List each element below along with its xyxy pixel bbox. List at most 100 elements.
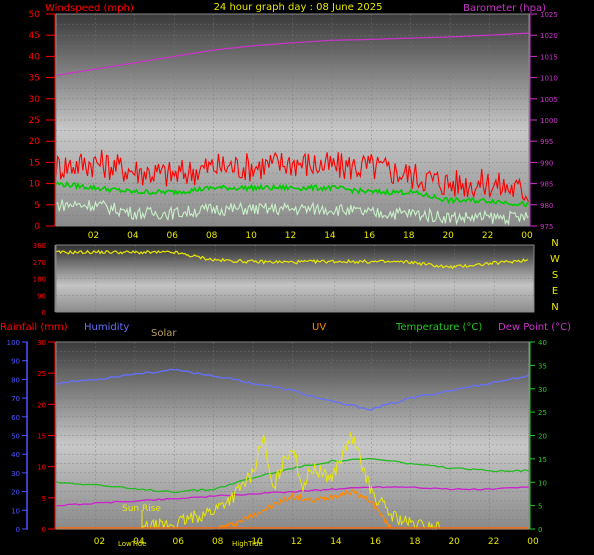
y-left-tick-label: 5 [34,201,40,211]
direction-tick-label: 360 [33,242,46,250]
humidity-tick-label: 50 [11,433,20,441]
series-temperature [55,458,530,494]
rain-tick-label: 30 [37,339,46,347]
y-left-tick-label: 25 [29,116,40,126]
y-right-tick-label: 990 [540,159,553,167]
x-tick-label: 04 [127,231,139,241]
series-barometer [55,32,530,77]
high-tide-label: HighTide [232,540,263,548]
rain-tick-label: 0 [42,526,46,534]
x-tick-label: 04 [133,537,145,547]
rain-tick-label: 15 [37,433,46,441]
y-left-tick-label: 20 [29,137,41,147]
compass-label: S [552,270,558,281]
wind-panel-series [55,32,530,226]
y-left-tick-label: 45 [29,31,40,41]
rain-panel-border [55,341,530,530]
direction-tick-label: 270 [33,259,46,267]
y-right-tick-label: 1000 [540,117,558,125]
x-tick-label: 00 [527,537,539,547]
x-tick-label: 06 [173,537,185,547]
wind-panel-border [55,13,530,227]
temp-tick-label: 10 [538,479,547,487]
low-tide-label: LowTide [118,540,147,548]
x-tick-label: 12 [291,537,302,547]
temp-tick-label: 40 [538,339,547,347]
humidity-tick-label: 90 [11,358,20,366]
x-tick-label: 22 [488,537,499,547]
x-tick-label: 14 [324,231,336,241]
x-tick-label: 22 [482,231,493,241]
compass-label: E [552,286,558,297]
y-left-tick-label: 0 [34,222,40,232]
uv-label: UV [312,322,326,333]
temp-tick-label: 20 [538,433,547,441]
humidity-tick-label: 0 [16,526,20,534]
rain-tick-label: 25 [37,370,46,378]
right-axis-title: Barometer (hpa) [463,3,546,14]
y-right-tick-label: 1005 [540,96,558,104]
x-tick-label: 18 [409,537,421,547]
solar-label: Solar [151,328,177,339]
compass-label: W [550,254,560,265]
x-tick-label: 00 [521,231,533,241]
humidity-tick-label: 40 [11,451,20,459]
direction-tick-label: 0 [42,309,46,317]
y-right-tick-label: 975 [540,223,553,231]
y-right-tick-label: 980 [540,202,553,210]
rain-tick-label: 10 [37,464,46,472]
temperature-label: Temperature (°C) [395,322,482,333]
y-left-tick-label: 30 [29,95,41,105]
y-right-tick-label: 1010 [540,75,558,83]
x-tick-label: 20 [448,537,460,547]
humidity-tick-label: 70 [11,395,20,403]
temp-tick-label: 15 [538,456,547,464]
humidity-tick-label: 60 [11,414,20,422]
compass-label: N [551,238,558,249]
temp-tick-label: 25 [538,409,547,417]
temp-tick-label: 30 [538,386,547,394]
temp-tick-label: 5 [538,503,542,511]
rain-tick-label: 5 [42,495,46,503]
temp-tick-label: 0 [538,526,542,534]
direction-panel-border [55,244,535,313]
y-left-tick-label: 40 [29,52,41,62]
series-humidity [55,368,530,411]
humidity-label: Humidity [84,322,129,333]
series-dewpoint [55,485,530,507]
humidity-tick-label: 20 [11,489,20,497]
rain-panel-axes: 02 04 06 08 10 12 14 16 18 20 22 000102030405060708… [7,339,547,547]
rain-tick-label: 20 [37,401,46,409]
humidity-tick-label: 30 [11,470,20,478]
y-right-tick-label: 985 [540,181,553,189]
y-left-tick-label: 15 [29,158,40,168]
x-tick-label: 02 [88,231,99,241]
humidity-tick-label: 10 [11,507,20,515]
series-avg_wind [55,180,530,208]
compass-label: N [551,302,558,313]
x-tick-label: 02 [94,537,105,547]
y-right-tick-label: 1025 [540,11,558,19]
direction-tick-label: 180 [33,276,46,284]
x-tick-label: 06 [167,231,179,241]
direction-panel-series [55,249,529,270]
left-axis-title: Windspeed (mph) [45,3,134,14]
sun-rise-label: Sun Rise [122,504,161,514]
series-direction [55,249,529,270]
x-tick-label: 10 [251,537,263,547]
temp-tick-label: 35 [538,362,547,370]
humidity-tick-label: 100 [7,339,20,347]
y-left-tick-label: 10 [29,180,41,190]
chart-title: 24 hour graph day : 08 June 2025 [214,2,383,13]
x-tick-label: 08 [206,231,218,241]
direction-panel-grid [56,244,534,313]
wind-panel-axes: 02 04 06 08 10 12 14 16 18 20 22 000510152025303540… [29,10,558,241]
direction-tick-label: 90 [37,292,46,300]
x-tick-label: 20 [442,231,454,241]
y-right-tick-label: 1020 [540,32,558,40]
y-right-tick-label: 1015 [540,53,558,61]
rain-panel-grid [56,342,530,529]
humidity-tick-label: 80 [11,376,20,384]
